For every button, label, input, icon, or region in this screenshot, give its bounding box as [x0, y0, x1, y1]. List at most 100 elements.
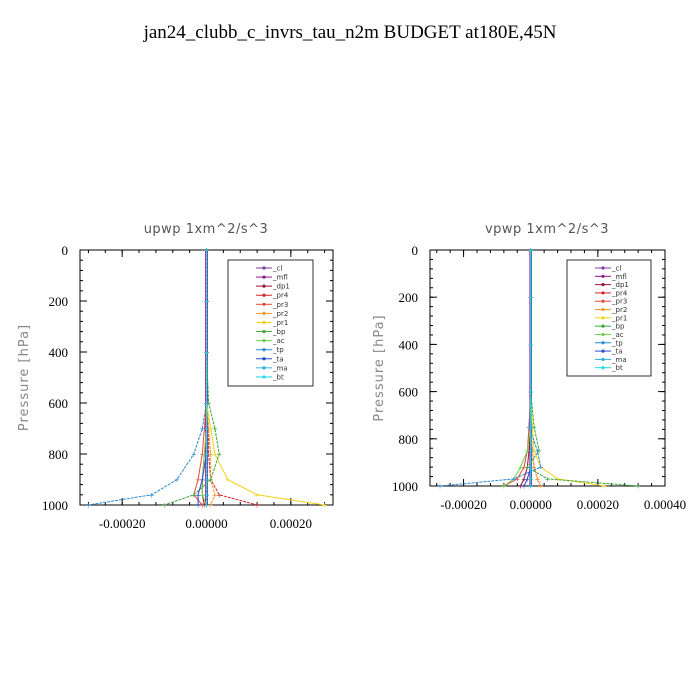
series-point: +: [536, 447, 542, 455]
legend-marker: [262, 339, 266, 343]
series-point: +: [501, 483, 507, 491]
legend-label: _bt: [272, 373, 284, 381]
legend-label: _pr3: [272, 301, 288, 309]
series-point: +: [437, 483, 443, 491]
legend-label: _ma: [272, 364, 288, 372]
y-tick-label: 1000: [42, 498, 68, 513]
series-point: +: [149, 491, 155, 499]
series-point: +: [195, 502, 201, 510]
panel-title: upwp 1xm^2/s^3: [144, 222, 269, 237]
panel-2: vpwp 1xm^2/s^3 Pressure [hPa] 0 200 400 600 80…: [372, 222, 686, 512]
legend-label: _mfl: [272, 274, 288, 282]
legend-label: _tp: [272, 346, 284, 354]
legend-label: _pr4: [611, 289, 628, 297]
series-point: +: [195, 491, 201, 499]
series-point: +: [526, 424, 532, 432]
y-tick-label: 600: [399, 385, 419, 400]
legend-marker: [262, 329, 266, 334]
series-point: +: [225, 476, 231, 484]
series-point: +: [528, 341, 534, 349]
series-point: +: [216, 451, 222, 459]
series-point: +: [635, 483, 641, 491]
legend-marker: [262, 348, 266, 352]
legend-label: _dp1: [611, 281, 629, 289]
y-tick-label: 0: [62, 243, 69, 258]
series-line-ta: [197, 250, 207, 505]
x-tick-label: -0.00020: [440, 497, 487, 512]
series-point: +: [524, 475, 530, 483]
series-point: +: [528, 247, 534, 255]
series-point: +: [322, 502, 328, 510]
series-point: +: [204, 349, 210, 357]
series-point: +: [528, 483, 534, 491]
series-point: +: [208, 425, 214, 433]
legend-label: _pr4: [272, 292, 289, 300]
legend-label: _bp: [611, 323, 625, 331]
legend-label: _ta: [611, 348, 623, 356]
series-point: +: [538, 483, 544, 491]
series-point: +: [206, 425, 212, 433]
series-point: +: [191, 491, 197, 499]
series-point: +: [201, 502, 207, 510]
series-point: +: [528, 483, 534, 491]
series-point: +: [534, 475, 540, 483]
legend-label: _pr1: [272, 319, 288, 327]
series-point: +: [524, 447, 530, 455]
legend-label: _bp: [272, 328, 286, 336]
series-point: +: [204, 247, 210, 255]
panel-title: vpwp 1xm^2/s^3: [485, 222, 609, 237]
legend-marker: [601, 274, 605, 278]
legend-marker: [601, 332, 605, 337]
legend-label: _cl: [272, 265, 282, 273]
series-point: +: [199, 491, 205, 499]
series-point: +: [206, 451, 212, 459]
series-point: +: [85, 502, 91, 510]
series-point: +: [204, 476, 210, 484]
y-tick-label: 800: [399, 432, 419, 447]
legend-marker: [262, 275, 266, 279]
legend-marker: [601, 349, 605, 353]
y-tick-label: 200: [399, 290, 419, 305]
y-tick-label: 400: [399, 337, 419, 352]
legend-marker: [262, 311, 266, 315]
legend-marker: [601, 283, 605, 287]
series-point: +: [521, 464, 527, 472]
series-point: +: [195, 476, 201, 484]
series-point: +: [518, 483, 524, 491]
series-point: +: [531, 447, 537, 455]
y-axis-label: Pressure [hPa]: [17, 324, 32, 431]
series-point: +: [206, 425, 212, 433]
series-point: +: [191, 451, 197, 459]
series-point: +: [199, 502, 205, 510]
legend-marker: [262, 284, 266, 288]
series-point: +: [524, 464, 530, 472]
series-point: +: [212, 425, 218, 433]
series-point: +: [201, 451, 207, 459]
series-point: +: [204, 502, 210, 510]
y-tick-label: 800: [49, 447, 69, 462]
legend-marker: [262, 357, 266, 361]
series-point: +: [204, 502, 210, 510]
series-point: +: [204, 451, 210, 459]
series-point: +: [538, 483, 544, 491]
series-point: +: [538, 464, 544, 472]
series-point: +: [521, 475, 527, 483]
series-point: +: [204, 491, 210, 499]
legend-marker: [601, 324, 605, 328]
series-point: +: [199, 451, 205, 459]
legend-label: _cl: [611, 265, 621, 273]
series-point: +: [204, 502, 210, 510]
figure-title: jan24_clubb_c_invrs_tau_n2m BUDGET at180…: [143, 22, 557, 43]
legend-label: _bt: [611, 364, 623, 372]
legend-marker: [601, 307, 605, 312]
series-point: +: [521, 483, 527, 491]
series-point: +: [204, 502, 210, 510]
legend-label: _pr1: [611, 314, 627, 322]
series-point: +: [538, 464, 544, 472]
series-point: +: [199, 425, 205, 433]
legend-marker: [262, 293, 266, 297]
legend-label: _pr2: [272, 310, 288, 318]
series-point: +: [204, 425, 210, 433]
legend-label: _ta: [272, 355, 284, 363]
legend-marker: [601, 357, 605, 361]
